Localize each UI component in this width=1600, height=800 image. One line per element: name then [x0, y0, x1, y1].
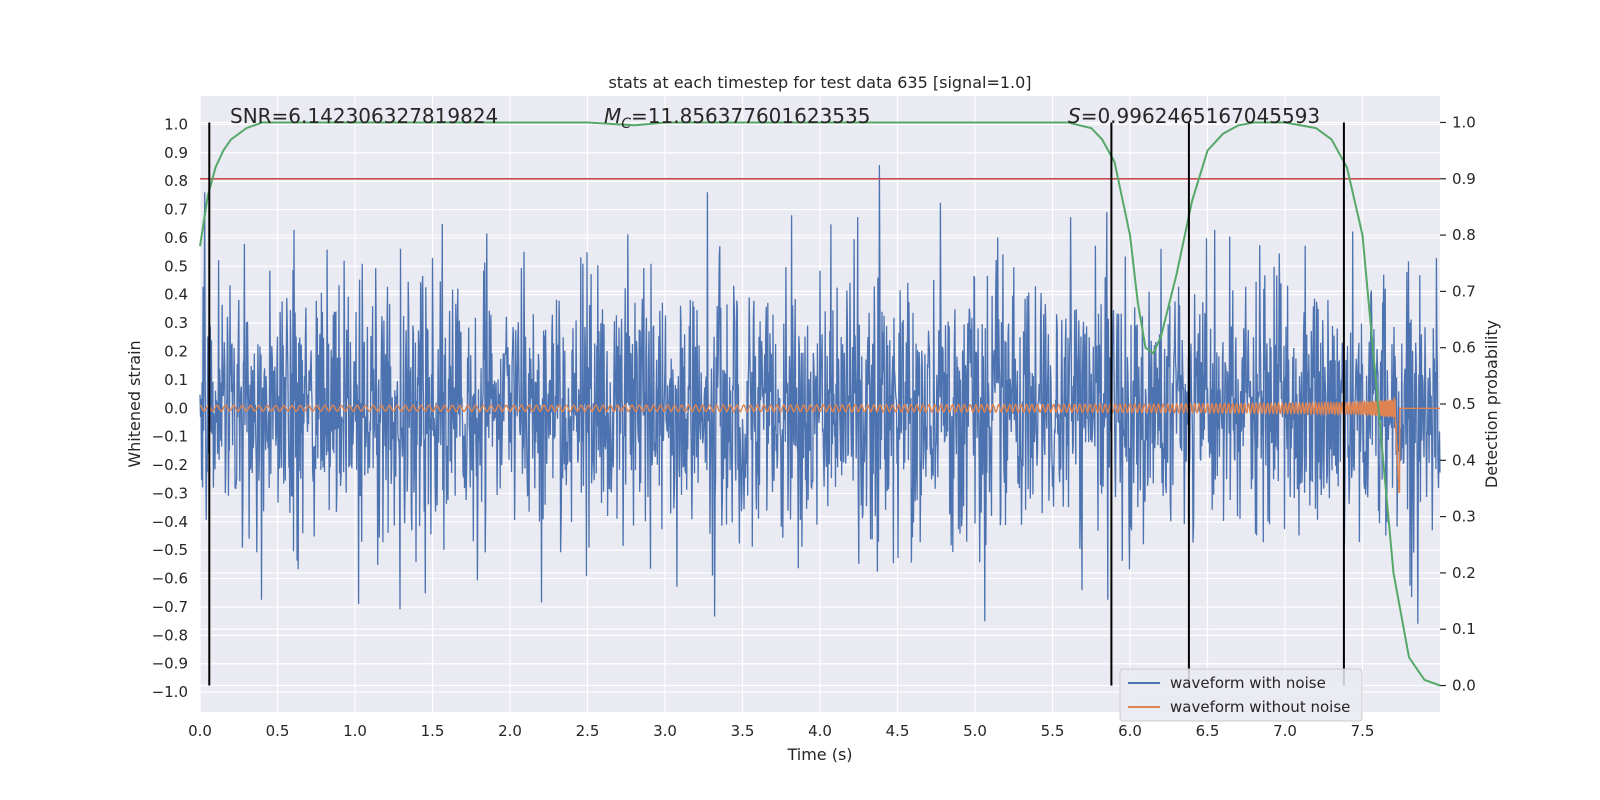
x-tick-label: 1.0 — [343, 722, 367, 740]
series-waveform-with-noise — [199, 165, 1441, 624]
x-tick-label: 7.5 — [1351, 722, 1375, 740]
y2-tick-label: 0.0 — [1452, 677, 1476, 695]
legend: waveform with noise waveform without noi… — [1119, 668, 1363, 722]
y-tick-label: 0.0 — [164, 399, 188, 417]
x-tick-label: 7.0 — [1273, 722, 1297, 740]
y2-tick-label: 0.4 — [1452, 451, 1476, 469]
y-tick-label: 0.7 — [164, 201, 188, 219]
x-tick-label: 3.5 — [731, 722, 755, 740]
y-tick-label: 0.2 — [164, 342, 188, 360]
y-tick-label: −0.2 — [152, 456, 188, 474]
x-tick-label: 5.0 — [963, 722, 987, 740]
probability-line — [199, 121, 1441, 687]
snr-annotation: SNR=6.142306327819824 — [230, 104, 498, 128]
y-tick-label: −0.1 — [152, 428, 188, 446]
x-tick-label: 0.0 — [188, 722, 212, 740]
y2-axis-label: Detection probability — [1482, 320, 1501, 488]
vertical-markers — [208, 122, 1345, 686]
y-tick-label: −0.5 — [152, 541, 188, 559]
y2-tick-label: 0.6 — [1452, 339, 1476, 357]
y-tick-label: 0.3 — [164, 314, 188, 332]
legend-label-noise: waveform with noise — [1170, 674, 1326, 692]
y-tick-label: 0.6 — [164, 229, 188, 247]
x-tick-label: 3.0 — [653, 722, 677, 740]
y-tick-label: 0.9 — [164, 144, 188, 162]
y-tick-label: 0.5 — [164, 257, 188, 275]
y-tick-label: 1.0 — [164, 115, 188, 133]
y2-tick-label: 0.1 — [1452, 620, 1476, 638]
chirp-mass-subscript: C — [621, 116, 631, 132]
legend-label-clean: waveform without noise — [1170, 698, 1350, 716]
y-axis-label: Whitened strain — [125, 340, 144, 467]
x-tick-label: 4.0 — [808, 722, 832, 740]
y-tick-label: −0.8 — [152, 626, 188, 644]
chart-title: stats at each timestep for test data 635… — [608, 73, 1031, 92]
x-tick-label: 2.0 — [498, 722, 522, 740]
series-waveform-without-noise — [199, 397, 1440, 494]
x-tick-label: 2.5 — [576, 722, 600, 740]
series-detection-probability — [199, 121, 1441, 687]
y2-axis-ticks: 0.0 0.1 0.2 0.3 0.4 0.5 0.6 0.7 0.8 0.9 1.0 — [1440, 113, 1476, 695]
y-tick-label: −0.4 — [152, 513, 188, 531]
y-tick-label: 0.1 — [164, 371, 188, 389]
y2-tick-label: 1.0 — [1452, 113, 1476, 131]
legend-box — [1119, 668, 1363, 722]
y-tick-label: −0.7 — [152, 598, 188, 616]
x-tick-label: 0.5 — [266, 722, 290, 740]
noise-waveform-line — [199, 165, 1441, 624]
y-axis-ticks: −1.0 −0.9 −0.8 −0.7 −0.6 −0.5 −0.4 −0.3 −0.2 −0.1… — [152, 115, 188, 701]
s-symbol: S — [1068, 104, 1081, 128]
y-tick-label: −0.3 — [152, 484, 188, 502]
y-tick-label: −1.0 — [152, 683, 188, 701]
chirp-mass-symbol: M — [604, 104, 621, 128]
y2-tick-label: 0.9 — [1452, 170, 1476, 188]
x-tick-label: 6.5 — [1196, 722, 1220, 740]
x-axis-ticks: 0.0 0.5 1.0 1.5 2.0 2.5 3.0 3.5 4.0 4.5 5.0 5.5 6.0 6… — [188, 722, 1374, 740]
y-tick-label: −0.6 — [152, 570, 188, 588]
y2-tick-label: 0.8 — [1452, 226, 1476, 244]
chirp-mass-value: =11.856377601623535 — [631, 104, 870, 128]
y2-tick-label: 0.7 — [1452, 282, 1476, 300]
x-axis-label: Time (s) — [786, 745, 852, 764]
x-tick-label: 1.5 — [421, 722, 445, 740]
chirp-mass-annotation: MC=11.856377601623535 — [604, 104, 870, 132]
x-tick-label: 6.0 — [1118, 722, 1142, 740]
y2-tick-label: 0.2 — [1452, 564, 1476, 582]
x-tick-label: 4.5 — [886, 722, 910, 740]
s-value: =0.9962465167045593 — [1081, 104, 1320, 128]
y-tick-label: 0.8 — [164, 172, 188, 190]
y-tick-label: 0.4 — [164, 286, 188, 304]
y2-tick-label: 0.5 — [1452, 395, 1476, 413]
s-annotation: S=0.9962465167045593 — [1068, 104, 1320, 128]
x-tick-label: 5.5 — [1041, 722, 1065, 740]
y-tick-label: −0.9 — [152, 655, 188, 673]
y2-tick-label: 0.3 — [1452, 508, 1476, 526]
clean-waveform-line — [199, 397, 1440, 494]
